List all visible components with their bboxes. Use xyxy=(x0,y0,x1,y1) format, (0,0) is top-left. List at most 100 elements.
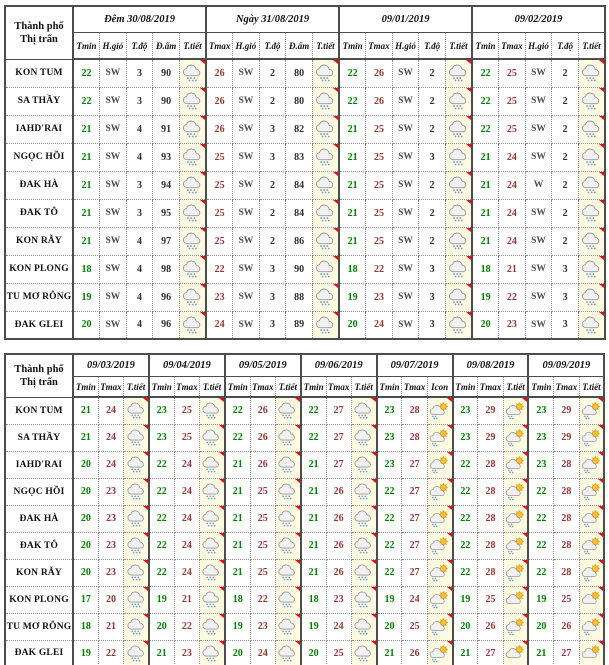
value-cell: 28 xyxy=(477,504,504,533)
rain-icon xyxy=(278,591,296,608)
value-cell: 25 xyxy=(173,423,201,452)
weather-icon-cell xyxy=(577,198,606,228)
rain-icon xyxy=(126,456,144,473)
comment-mark-icon xyxy=(200,172,206,176)
comment-mark-icon xyxy=(522,587,528,591)
table-row: ĐAK GLEI 20 SW 4 96 24 SW 3 89 20 24 SW 3 20 23 SW 3 xyxy=(4,310,606,340)
weather-icon-cell xyxy=(577,310,606,340)
value-cell: 4 xyxy=(125,142,154,172)
comment-mark-icon xyxy=(466,144,472,148)
value-cell: SW xyxy=(524,58,553,88)
value-cell: 25 xyxy=(249,477,276,506)
weather-icon-cell xyxy=(444,114,473,144)
value-cell: 23 xyxy=(527,423,555,452)
value-cell: 20 xyxy=(72,310,101,340)
value-cell: 3 xyxy=(418,282,446,312)
value-cell: 2 xyxy=(258,226,287,256)
rain-icon xyxy=(182,288,201,306)
value-cell: 22 xyxy=(299,423,327,452)
comment-mark-icon xyxy=(598,256,604,260)
value-cell: 22 xyxy=(205,254,234,284)
comment-mark-icon xyxy=(370,506,376,510)
city-cell: KON TUM xyxy=(4,396,74,425)
table-row: NGỌC HỒI 20 23 22 24 21 25 21 26 22 27 22 28 22 28 xyxy=(4,477,605,506)
comment-mark-icon xyxy=(446,533,452,537)
value-cell: 24 xyxy=(173,477,201,506)
table-row: ĐAK GLEI 19 22 21 23 20 24 20 25 21 26 21 27 21 27 xyxy=(4,639,605,665)
value-cell: 3 xyxy=(125,198,154,228)
value-cell: 21 xyxy=(97,612,125,641)
comment-mark-icon xyxy=(218,479,224,483)
value-cell: SW xyxy=(232,114,260,144)
weather-icon-cell xyxy=(178,198,207,228)
comment-mark-icon xyxy=(446,479,452,483)
comment-mark-icon xyxy=(218,533,224,537)
rain-icon xyxy=(182,92,201,110)
value-cell: 88 xyxy=(285,282,313,312)
value-cell: 22 xyxy=(365,254,393,284)
value-cell: 21 xyxy=(223,531,251,560)
sun-rain-icon xyxy=(429,429,448,447)
value-cell: SW xyxy=(524,254,553,284)
comment-mark-icon xyxy=(466,88,472,92)
value-cell: 24 xyxy=(97,396,125,425)
rain-icon xyxy=(315,176,334,194)
weather-icon-cell xyxy=(198,531,226,560)
value-cell: SW xyxy=(391,198,420,228)
weather-icon-cell xyxy=(350,396,378,425)
value-cell: 28 xyxy=(477,558,504,587)
value-cell: 3 xyxy=(258,282,287,312)
value-cell: 2 xyxy=(418,198,446,228)
comment-mark-icon xyxy=(522,425,528,429)
weather-icon-cell xyxy=(578,585,605,614)
value-cell: 20 xyxy=(451,612,479,641)
rain-icon xyxy=(581,232,600,250)
weather-icon-cell xyxy=(274,423,302,452)
value-cell: 28 xyxy=(553,558,580,587)
table-row: KON TUM 22 SW 3 90 26 SW 2 80 22 26 SW 2 22 25 SW 2 xyxy=(4,58,606,88)
value-cell: 26 xyxy=(205,58,234,88)
column-header: Tmax xyxy=(401,376,428,398)
comment-mark-icon xyxy=(598,116,604,120)
rain-icon xyxy=(354,645,372,662)
column-header: Đ.ẩm xyxy=(152,32,180,60)
weather-icon-cell xyxy=(123,639,150,665)
rain-icon xyxy=(202,645,220,662)
value-cell: 23 xyxy=(527,396,555,425)
value-cell: 25 xyxy=(477,585,504,614)
rain-icon xyxy=(126,645,144,662)
comment-mark-icon xyxy=(598,425,604,429)
weather-icon-cell xyxy=(502,477,529,506)
value-cell: 27 xyxy=(553,639,580,665)
value-cell: 21 xyxy=(71,396,99,425)
comment-mark-icon xyxy=(294,560,300,564)
sun-rain-icon xyxy=(581,618,600,636)
city-cell: ĐAK HÀ xyxy=(4,170,74,200)
comment-mark-icon xyxy=(598,452,604,456)
value-cell: 2 xyxy=(418,114,446,144)
comment-mark-icon xyxy=(200,228,206,232)
value-cell: SW xyxy=(391,310,420,340)
value-cell: SW xyxy=(524,142,553,172)
comment-mark-icon xyxy=(370,452,376,456)
rain-icon xyxy=(182,232,201,250)
value-cell: SW xyxy=(391,254,420,284)
table2-grid: Thành phố Thị trấn 09/03/2019 09/04/2019 09/… xyxy=(4,353,606,665)
value-cell: 22 xyxy=(147,450,175,479)
value-cell: 25 xyxy=(365,142,393,172)
table-row: KON PLONG 17 20 19 21 18 22 18 23 19 24 19 25 19 25 xyxy=(4,585,605,614)
weather-icon-cell xyxy=(444,310,473,340)
comment-mark-icon xyxy=(446,506,452,510)
table-row: KON TUM 21 24 23 25 22 26 22 27 23 28 23 29 23 29 xyxy=(4,396,605,425)
rain-icon xyxy=(448,316,467,334)
weather-icon-cell xyxy=(198,558,226,587)
value-cell: SW xyxy=(232,170,260,200)
value-cell: 23 xyxy=(97,531,125,560)
weather-icon-cell xyxy=(578,612,605,641)
comment-mark-icon xyxy=(333,312,339,316)
comment-mark-icon xyxy=(522,452,528,456)
value-cell: 22 xyxy=(97,639,125,665)
value-cell: 23 xyxy=(147,396,175,425)
sun-rain-icon xyxy=(505,429,524,447)
value-cell: 24 xyxy=(498,142,526,172)
